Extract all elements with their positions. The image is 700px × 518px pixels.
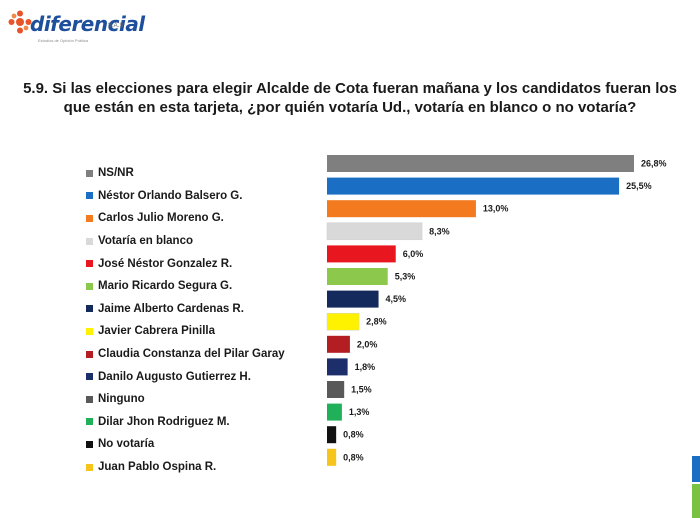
legend-label: Juan Pablo Ospina R.	[98, 461, 217, 474]
legend-item: Mario Ricardo Segura G.	[86, 275, 285, 298]
brand-name: diferencial	[30, 12, 145, 36]
legend-item: Dilar Jhon Rodriguez M.	[86, 411, 285, 434]
legend-label: José Néstor Gonzalez R.	[98, 257, 233, 270]
bar	[327, 358, 348, 376]
legend-label: Danilo Augusto Gutierrez H.	[98, 370, 251, 383]
brand-tagline: Estudios de Opinión Pública	[38, 38, 89, 43]
legend-item: Javier Cabrera Pinilla	[86, 320, 285, 343]
legend-swatch	[86, 373, 93, 381]
chart-legend: NS/NR Néstor Orlando Balsero G. Carlos Jul…	[86, 162, 285, 478]
data-label: 8,3%	[429, 226, 450, 236]
legend-swatch	[86, 237, 93, 245]
legend-swatch	[86, 327, 93, 335]
bar	[326, 222, 423, 241]
legend-swatch	[86, 260, 93, 268]
legend-swatch	[86, 463, 93, 471]
data-label: 6,0%	[403, 249, 424, 259]
data-label: 26,8%	[641, 159, 667, 169]
data-label: 1,3%	[349, 407, 370, 417]
legend-swatch	[86, 440, 93, 448]
data-label: 1,5%	[351, 385, 372, 395]
legend-item: Jaime Alberto Cardenas R.	[86, 298, 285, 321]
data-label: 13,0%	[483, 204, 509, 214]
legend-label: Carlos Julio Moreno G.	[98, 212, 224, 225]
legend-swatch	[86, 214, 93, 222]
data-label: 2,0%	[357, 339, 378, 349]
legend-item: José Néstor Gonzalez R.	[86, 252, 285, 275]
bar	[327, 381, 345, 398]
data-label: 1,8%	[355, 362, 376, 372]
legend-item: Juan Pablo Ospina R.	[86, 456, 285, 479]
bar	[327, 448, 337, 466]
bar	[327, 155, 634, 172]
legend-swatch	[86, 395, 93, 403]
bar	[327, 268, 388, 285]
legend-label: No votaría	[98, 438, 155, 451]
bar	[327, 200, 476, 218]
bar	[326, 312, 360, 331]
legend-item: Claudia Constanza del Pilar Garay	[86, 343, 285, 366]
chart-title: 5.9. Si las elecciones para elegir Alcal…	[23, 80, 677, 116]
legend-swatch	[86, 192, 93, 200]
legend-item: Ninguno	[86, 388, 285, 411]
legend-item: Carlos Julio Moreno G.	[86, 207, 285, 230]
data-label: 2,8%	[366, 317, 387, 327]
legend-label: Javier Cabrera Pinilla	[98, 325, 215, 338]
legend-label: Votaría en blanco	[98, 235, 194, 248]
bar	[327, 426, 337, 444]
legend-label: NS/NR	[98, 167, 134, 180]
legend-swatch	[86, 169, 93, 177]
data-label: 0,8%	[343, 430, 364, 440]
legend-item: NS/NR	[86, 162, 285, 185]
legend-label: Jaime Alberto Cardenas R.	[98, 302, 244, 315]
legend-swatch	[86, 305, 93, 313]
decorative-accent-green	[692, 484, 700, 518]
legend-swatch	[86, 418, 93, 426]
data-label: 25,5%	[626, 181, 652, 191]
legend-label: Claudia Constanza del Pilar Garay	[98, 348, 285, 361]
bar	[327, 177, 620, 195]
brand-logo: diferencial S.A.S Estudios de Opinión Pú…	[8, 6, 145, 44]
legend-swatch	[86, 350, 93, 358]
legend-item: Danilo Augusto Gutierrez H.	[86, 365, 285, 388]
legend-label: Néstor Orlando Balsero G.	[98, 189, 243, 202]
brand-suffix: S.A.S	[108, 23, 124, 29]
bar	[327, 335, 350, 353]
legend-label: Mario Ricardo Segura G.	[98, 280, 233, 293]
logo-mark-icon	[8, 10, 32, 34]
legend-item: Votaría en blanco	[86, 230, 285, 253]
legend-label: Dilar Jhon Rodriguez M.	[98, 415, 230, 428]
data-label: 0,8%	[343, 452, 364, 462]
bar	[327, 403, 342, 421]
bar	[327, 290, 379, 308]
legend-swatch	[86, 282, 93, 290]
legend-item: No votaría	[86, 433, 285, 456]
decorative-accent-blue	[692, 456, 700, 482]
data-label: 4,5%	[386, 294, 407, 304]
data-label: 5,3%	[395, 272, 416, 282]
legend-item: Néstor Orlando Balsero G.	[86, 185, 285, 208]
legend-label: Ninguno	[98, 393, 145, 406]
bar	[327, 245, 396, 263]
